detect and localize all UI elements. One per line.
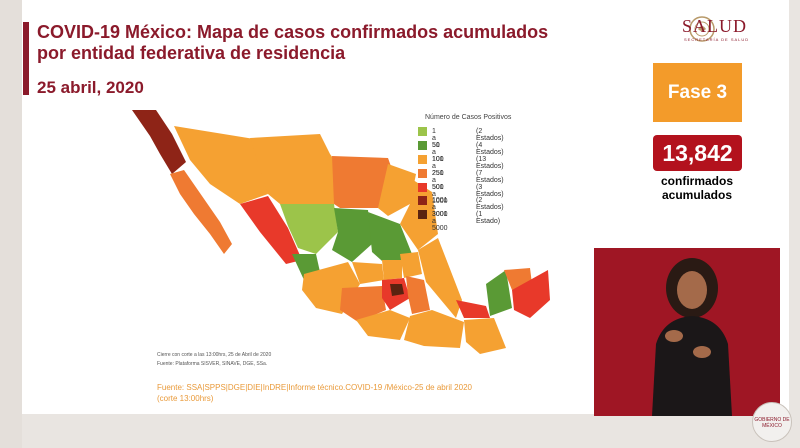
state-tabasco [456, 300, 490, 318]
state-guanajuato [352, 262, 384, 284]
legend-title: Número de Casos Positivos [425, 114, 512, 121]
legend-swatch [418, 182, 427, 192]
legend-swatch [418, 210, 427, 220]
legend-swatch [418, 127, 427, 136]
interpreter-figure [652, 258, 732, 416]
page-title: COVID-19 México: Mapa de casos confirmad… [37, 22, 597, 64]
state-guerrero [356, 310, 410, 340]
cutoff-note: Cierre con corte a las 13:00hrs, 25 de A… [157, 352, 272, 358]
state-baja-california-sur [170, 170, 232, 254]
state-oaxaca [404, 310, 464, 348]
legend-range: 51 a 100 [432, 141, 444, 163]
badge-text: GOBIERNO DE MÉXICO [754, 417, 790, 429]
legend-count: (3 Estados) [476, 183, 504, 198]
state-queretaro [382, 260, 402, 280]
gobierno-badge: GOBIERNO DE MÉXICO [752, 402, 792, 442]
state-sinaloa [240, 196, 302, 264]
report-date: 25 abril, 2020 [37, 78, 144, 97]
legend-count: (1 Estado) [476, 211, 501, 226]
legend-count: (13 Estados) [476, 155, 504, 170]
state-michoacan [340, 286, 386, 322]
left-border-pattern [0, 0, 22, 448]
legend-count: (2 Estados) [476, 128, 504, 142]
legend-range: 1001 a 3000 [432, 197, 448, 219]
title-line-1: COVID-19 México: Mapa de casos confirmad… [37, 22, 549, 42]
legend-count: (7 Estados) [476, 169, 504, 184]
national-emblem-icon [689, 16, 715, 42]
state-veracruz [418, 238, 462, 318]
platform-note: Fuente: Plataforma SISVER, SINAVE, DGE, … [157, 361, 268, 367]
state-quintana-roo [512, 270, 550, 318]
state-campeche [486, 270, 512, 316]
state-cdmx [390, 284, 404, 296]
confirmed-label-line-1: confirmados [660, 174, 733, 188]
legend-count: (4 Estados) [476, 141, 504, 156]
source-citation: Fuente: SSA|SPPS|DGE|DIE|InDRE|Informe t… [157, 382, 547, 404]
phase-badge: Fase 3 [653, 63, 742, 122]
legend-range: 251 a 500 [432, 169, 444, 191]
legend-swatch [418, 168, 427, 178]
mexico-map [132, 110, 550, 354]
title-accent-bar [23, 22, 29, 95]
state-hidalgo [400, 252, 422, 278]
legend-swatch [418, 154, 427, 164]
state-puebla [406, 276, 430, 314]
legend-range: 3001 a 5000 [432, 211, 448, 233]
state-durango [280, 204, 338, 254]
legend-swatch [418, 140, 427, 150]
state-nuevo-leon [378, 164, 416, 216]
legend-range: 1 a 50 [432, 128, 440, 149]
logo-subtitle: SECRETARÍA DE SALUD [684, 37, 750, 42]
logo-name: SALUD [682, 16, 748, 36]
title-line-2: por entidad federativa de residencia [37, 43, 346, 63]
confirmed-label-line-2: acumulados [661, 188, 733, 202]
state-zacatecas [332, 208, 372, 262]
legend-count: (2 Estados) [476, 197, 504, 212]
confirmed-label: confirmados acumulados [641, 174, 753, 202]
legend-swatch [418, 196, 427, 206]
state-chihuahua [250, 134, 346, 204]
legend-range: 101 a 250 [432, 155, 444, 177]
source-line-2: (corte 13:00hrs) [157, 394, 214, 403]
confirmed-count: 13,842 [653, 135, 742, 171]
legend-range: 501 a 1000 [432, 183, 448, 205]
source-line-1: Fuente: SSA|SPPS|DGE|DIE|InDRE|Informe t… [157, 383, 472, 392]
state-sonora [174, 126, 268, 204]
state-chiapas [464, 318, 506, 354]
state-baja-california [132, 110, 186, 174]
